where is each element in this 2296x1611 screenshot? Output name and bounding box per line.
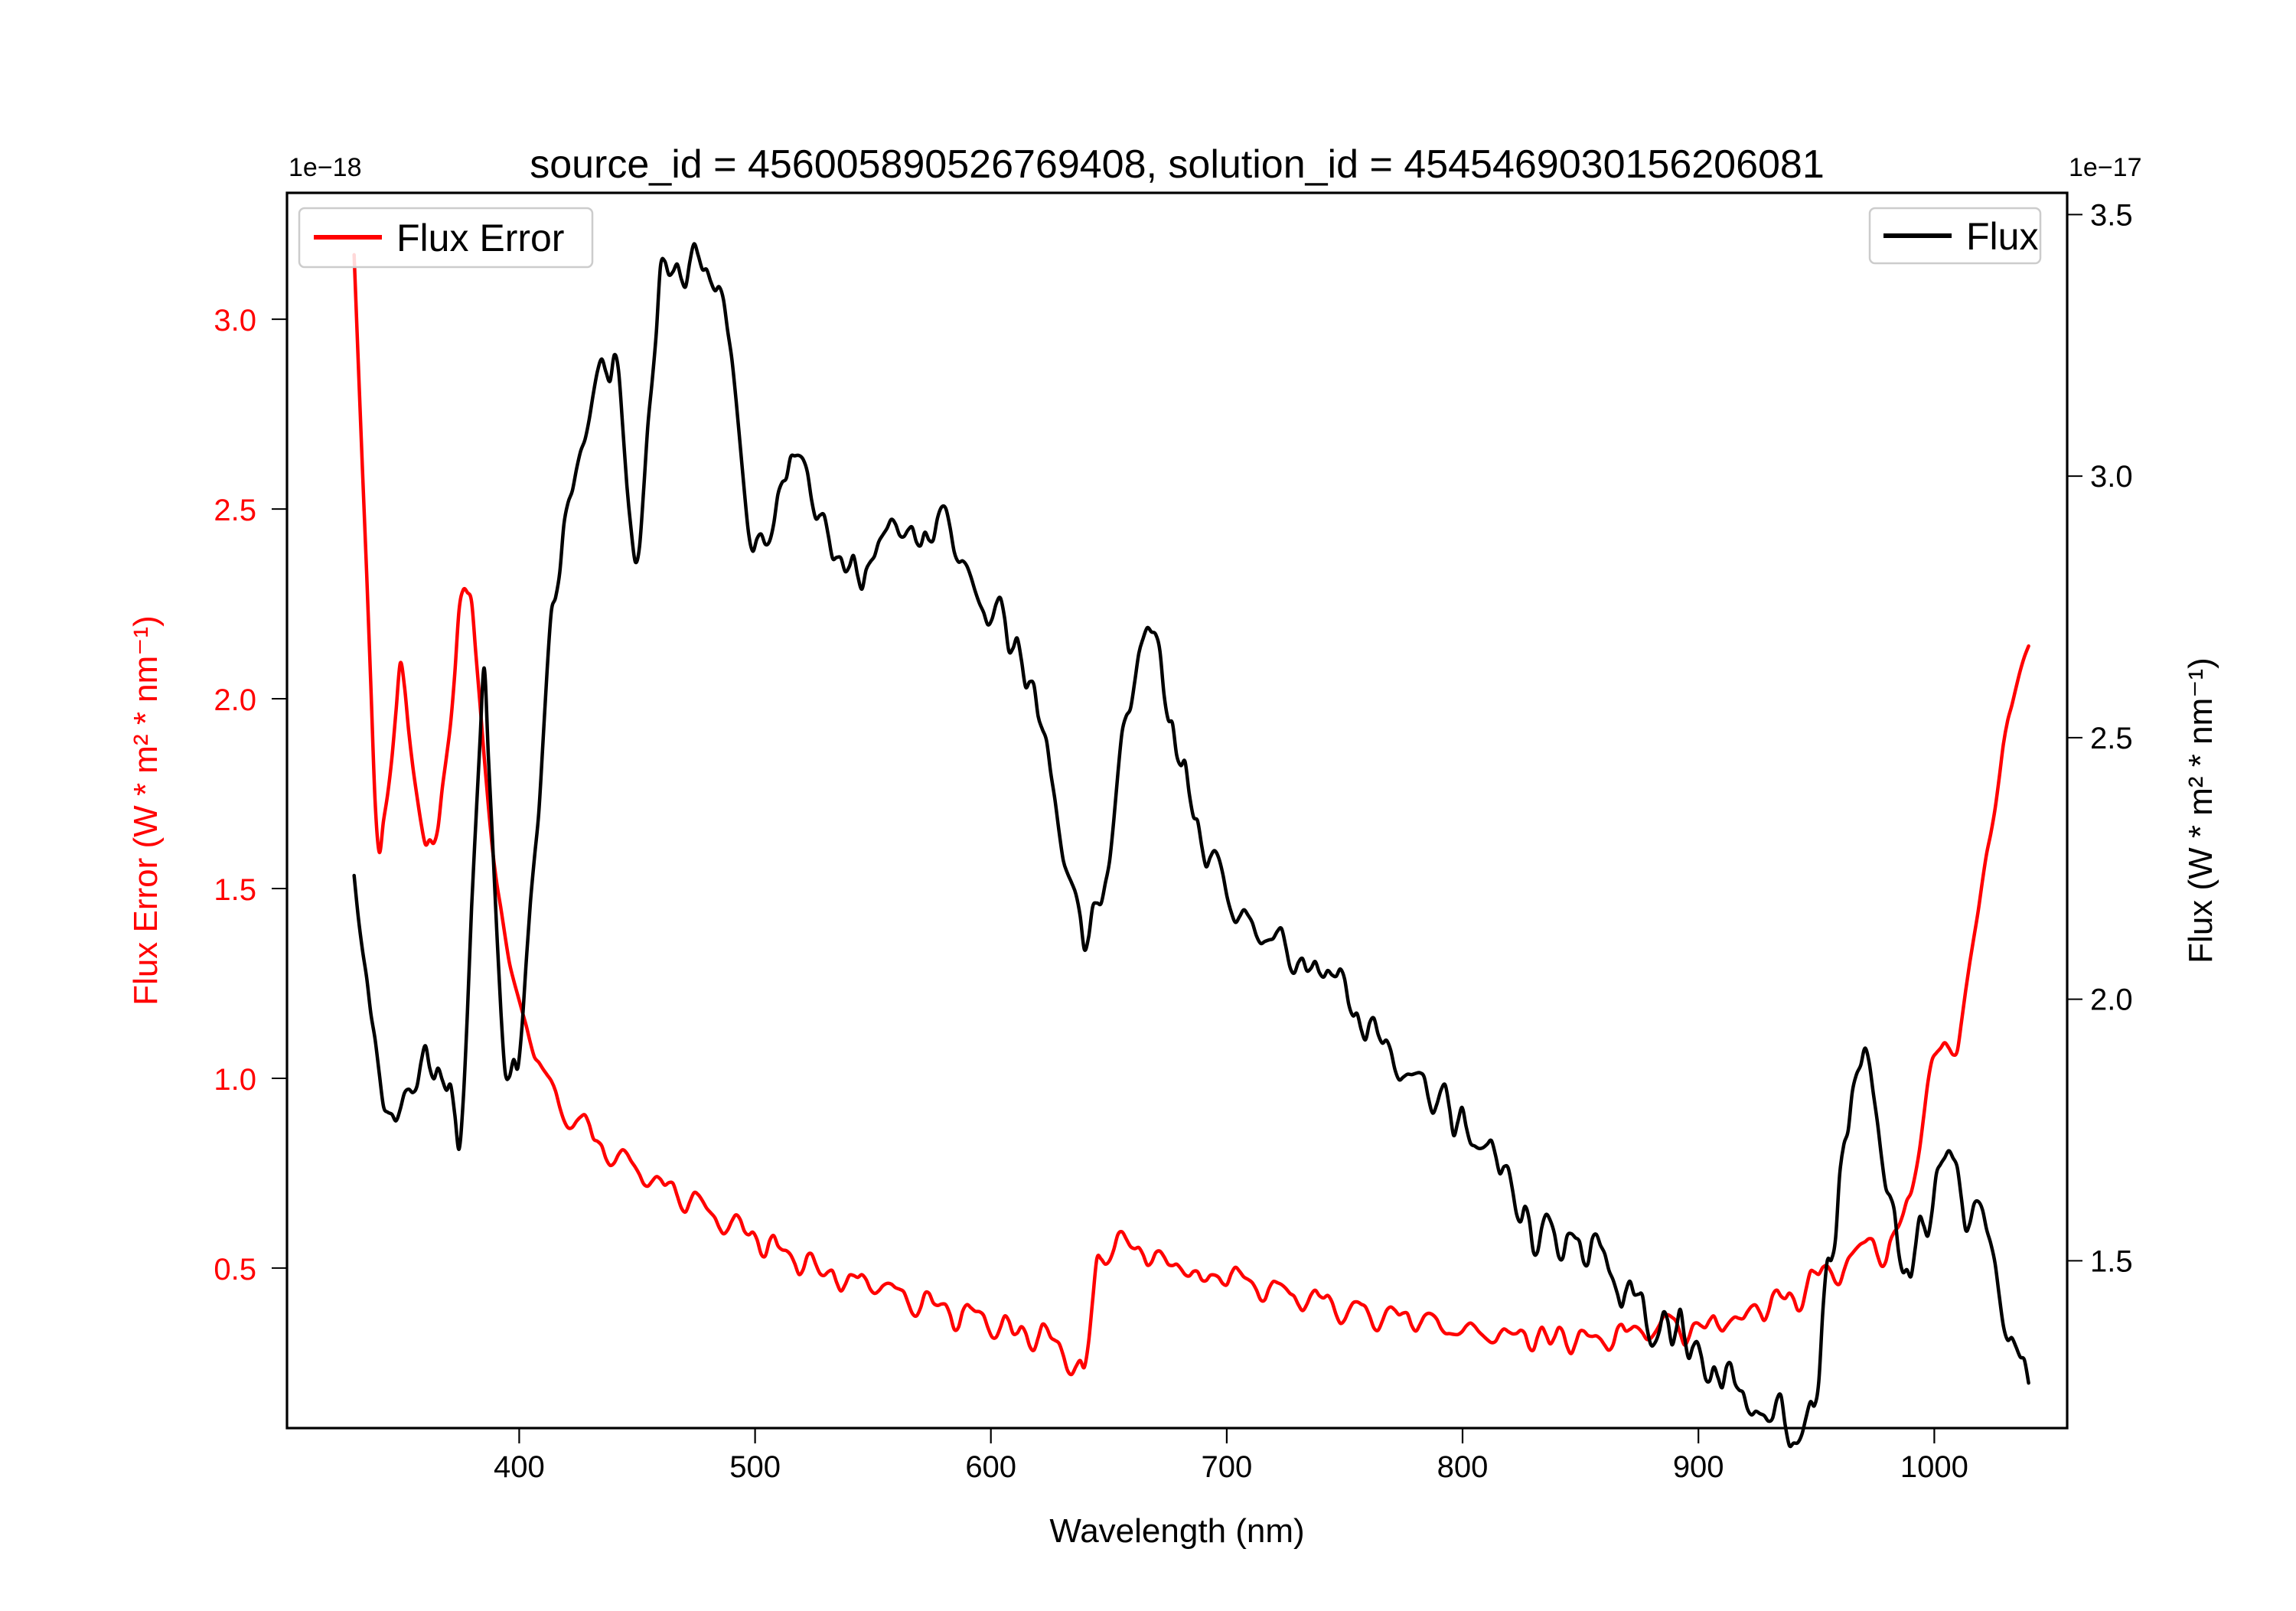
svg-text:1000: 1000 [1900, 1450, 1968, 1484]
svg-text:source_id = 456005890526769408: source_id = 456005890526769408, solution… [530, 142, 1825, 187]
svg-text:2.0: 2.0 [2090, 983, 2133, 1017]
svg-text:3.5: 3.5 [2090, 198, 2133, 232]
svg-text:Flux: Flux [1966, 215, 2038, 258]
svg-text:0.5: 0.5 [214, 1253, 256, 1287]
svg-text:1e−18: 1e−18 [289, 153, 362, 182]
svg-text:1e−17: 1e−17 [2069, 153, 2142, 182]
svg-text:3.0: 3.0 [214, 304, 256, 338]
svg-text:1.5: 1.5 [2090, 1244, 2133, 1278]
svg-text:500: 500 [729, 1450, 781, 1484]
svg-text:2.0: 2.0 [214, 683, 256, 717]
svg-text:Flux (W * m² * nm⁻¹): Flux (W * m² * nm⁻¹) [2182, 657, 2219, 964]
svg-text:600: 600 [965, 1450, 1016, 1484]
svg-text:2.5: 2.5 [214, 494, 256, 527]
svg-text:800: 800 [1437, 1450, 1489, 1484]
svg-text:Flux Error (W * m² * nm⁻¹): Flux Error (W * m² * nm⁻¹) [127, 615, 165, 1006]
svg-text:Flux Error: Flux Error [396, 217, 564, 259]
svg-text:1.0: 1.0 [214, 1063, 256, 1097]
svg-text:900: 900 [1673, 1450, 1724, 1484]
svg-text:Wavelength (nm): Wavelength (nm) [1049, 1512, 1304, 1550]
svg-text:3.0: 3.0 [2090, 460, 2133, 494]
svg-text:700: 700 [1202, 1450, 1253, 1484]
svg-text:1.5: 1.5 [214, 873, 256, 907]
svg-text:400: 400 [494, 1450, 545, 1484]
svg-text:2.5: 2.5 [2090, 722, 2133, 755]
